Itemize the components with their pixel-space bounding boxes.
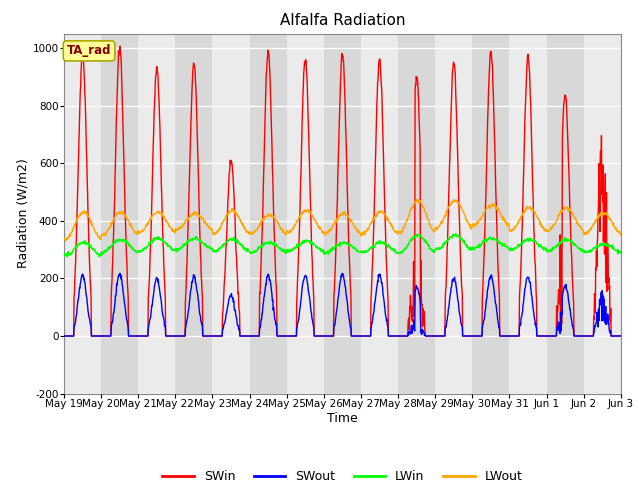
Bar — [138, 34, 175, 394]
LWout — [551, 221, 559, 227]
LWin — [616, 249, 624, 255]
Bar — [324, 34, 361, 394]
LWout — [449, 197, 457, 203]
LWout — [184, 217, 192, 223]
LWout — [60, 236, 68, 242]
Bar — [547, 34, 584, 394]
LWin — [452, 231, 460, 237]
LWin — [502, 243, 510, 249]
Bar — [472, 34, 509, 394]
Bar — [287, 34, 324, 394]
Bar — [509, 34, 547, 394]
SWout — [429, 333, 436, 339]
SWin — [246, 333, 254, 339]
Bar — [435, 34, 472, 394]
LWout — [616, 232, 624, 238]
SWout — [246, 333, 254, 339]
Title: Alfalfa Radiation: Alfalfa Radiation — [280, 13, 405, 28]
LWin — [246, 251, 254, 256]
LWin — [171, 247, 179, 252]
Bar — [398, 34, 435, 394]
Bar — [250, 34, 287, 394]
LWin — [63, 254, 71, 260]
Text: TA_rad: TA_rad — [67, 44, 111, 58]
SWin — [184, 224, 192, 229]
Bar — [64, 34, 101, 394]
Bar — [584, 34, 621, 394]
Bar — [621, 34, 640, 394]
SWin — [616, 333, 624, 339]
SWin — [551, 333, 559, 339]
SWout — [60, 333, 68, 339]
SWin — [429, 333, 436, 339]
Bar — [212, 34, 250, 394]
SWout — [184, 310, 192, 315]
LWin — [551, 244, 559, 250]
SWout — [502, 333, 509, 339]
SWin — [502, 333, 509, 339]
LWin — [429, 249, 436, 255]
Line: SWout: SWout — [64, 273, 620, 336]
Line: LWout: LWout — [64, 200, 620, 240]
LWout — [171, 228, 179, 234]
SWin — [116, 43, 124, 49]
LWout — [62, 238, 70, 243]
SWout — [171, 333, 179, 339]
Bar — [361, 34, 398, 394]
Line: SWin: SWin — [64, 46, 620, 336]
LWout — [429, 227, 436, 232]
Bar — [175, 34, 212, 394]
SWout — [616, 333, 624, 339]
LWout — [502, 219, 510, 225]
LWin — [184, 239, 192, 244]
LWout — [246, 230, 254, 236]
LWin — [60, 252, 68, 258]
SWin — [171, 333, 179, 339]
Legend: SWin, SWout, LWin, LWout: SWin, SWout, LWin, LWout — [157, 465, 527, 480]
X-axis label: Time: Time — [327, 412, 358, 425]
Bar — [101, 34, 138, 394]
Y-axis label: Radiation (W/m2): Radiation (W/m2) — [17, 159, 29, 268]
Line: LWin: LWin — [64, 234, 620, 257]
SWout — [551, 333, 559, 339]
SWin — [60, 333, 68, 339]
SWout — [116, 270, 124, 276]
